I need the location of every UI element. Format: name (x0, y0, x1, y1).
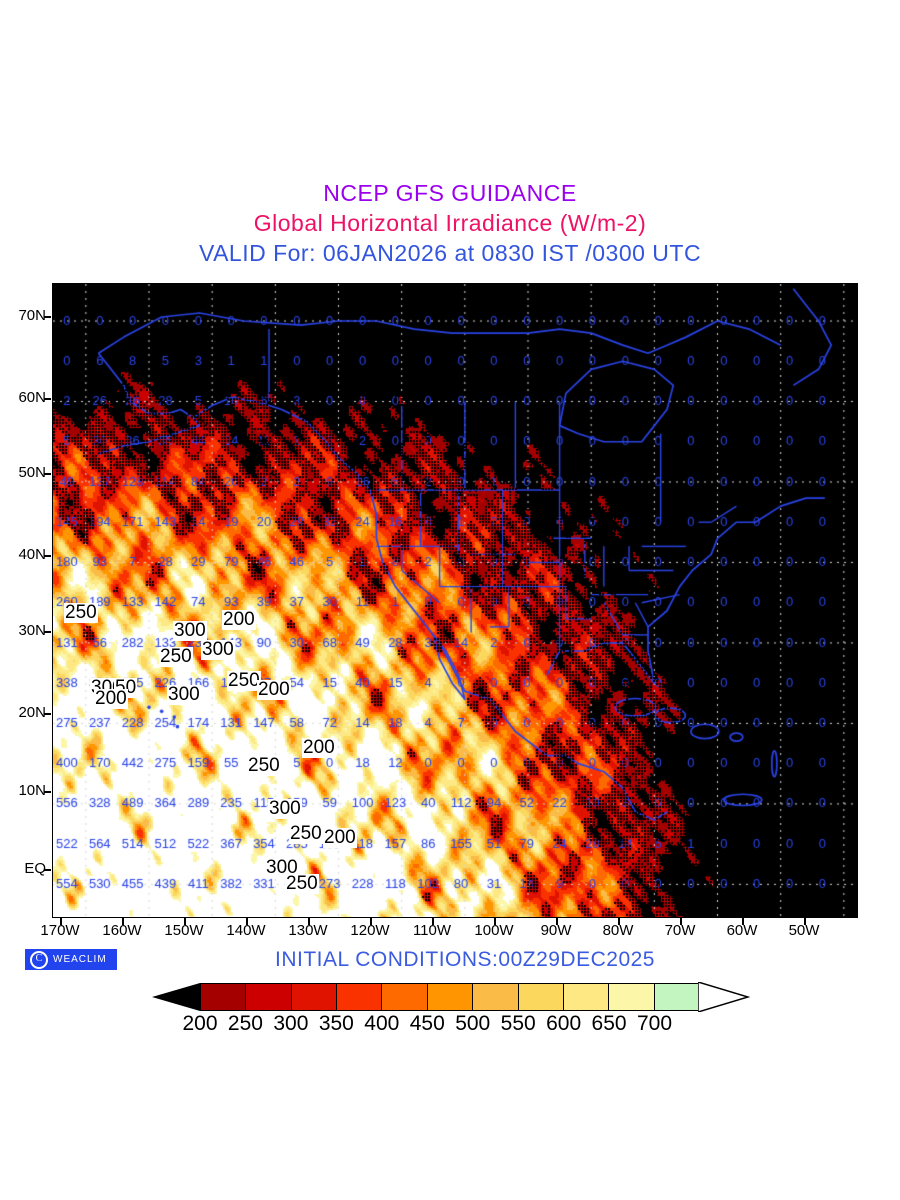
colorbar-tick-250: 250 (227, 1012, 263, 1035)
x-axis-label-80w: 80W (602, 922, 634, 939)
colorbar-tick-700: 700 (637, 1012, 673, 1035)
y-axis-label-40n: 40N (18, 546, 46, 563)
y-axis-tick (44, 869, 51, 871)
x-axis-label-90w: 90W (540, 922, 572, 939)
contour-label: 300 (173, 620, 207, 641)
x-axis-tick (804, 918, 806, 925)
y-axis-tick (44, 791, 51, 793)
title-line-variable: Global Horizontal Irradiance (W/m-2) (253, 210, 647, 236)
colorbar-cell-650 (609, 984, 655, 1010)
x-axis-tick (556, 918, 558, 925)
colorbar-tick-400: 400 (364, 1012, 400, 1035)
x-axis-tick (122, 918, 124, 925)
contour-label: 300 (167, 684, 201, 705)
x-axis-tick (618, 918, 620, 925)
y-axis-tick (44, 398, 51, 400)
contour-label: 250 (159, 646, 193, 667)
colorbar-over-arrow (698, 982, 750, 1012)
x-axis-tick (370, 918, 372, 925)
colorbar-cell-300 (291, 984, 338, 1010)
x-axis-label-110w: 110W (412, 922, 452, 939)
y-axis-tick (44, 555, 51, 557)
contour-label: 200 (94, 688, 128, 709)
chart-title-block: NCEP GFS GUIDANCE Global Horizontal Irra… (0, 180, 900, 267)
contour-label: 250 (285, 873, 319, 894)
colorbar-cell-600 (563, 984, 610, 1010)
colorbar-cell-700 (654, 984, 699, 1010)
colorbar-cell-200 (201, 984, 247, 1010)
weaclim-logo-badge: C WEACLIM (25, 949, 117, 970)
contour-label: 250 (289, 823, 323, 844)
weaclim-label: WEACLIM (53, 954, 107, 965)
x-axis-label-100w: 100W (474, 922, 514, 939)
y-axis-label-70n: 70N (18, 307, 46, 324)
x-axis-tick (494, 918, 496, 925)
contour-label: 300 (265, 857, 299, 878)
title-line-valid-time: VALID For: 06JAN2026 at 0830 IST /0300 U… (198, 240, 702, 266)
y-axis-tick (44, 316, 51, 318)
contour-label: 250 (64, 602, 98, 623)
x-axis-tick (246, 918, 248, 925)
contour-label: 200 (257, 679, 291, 700)
x-axis-label-170w: 170W (40, 922, 80, 939)
colorbar-cell-350 (337, 984, 383, 1010)
contour-label: 200 (323, 827, 357, 848)
map-plot-area: 200 300 300 250 250 200 250 300 300 50 200 200 250 30… (52, 283, 858, 918)
y-axis-tick (44, 473, 51, 475)
colorbar-cell-250 (246, 984, 292, 1010)
x-axis-tick (432, 918, 434, 925)
colorbar-cell-400 (382, 984, 428, 1010)
y-axis-label-60n: 60N (18, 389, 46, 406)
contour-label: 250 (247, 755, 281, 776)
x-axis-label-160w: 160W (102, 922, 142, 939)
contour-label: 200 (302, 737, 336, 758)
colorbar-tick-300: 300 (273, 1012, 309, 1035)
colorbar-legend: 200 250 300 350 400 450 500 550 600 650 700 (0, 982, 900, 1036)
x-axis-label-50w: 50W (788, 922, 820, 939)
x-axis-tick (680, 918, 682, 925)
colorbar-tick-550: 550 (500, 1012, 536, 1035)
x-axis-tick (742, 918, 744, 925)
contour-label: 300 (201, 639, 235, 660)
x-axis-tick (60, 918, 62, 925)
colorbar-tick-650: 650 (591, 1012, 627, 1035)
x-axis-label-60w: 60W (726, 922, 758, 939)
colorbar-tick-450: 450 (409, 1012, 445, 1035)
colorbar-cell-450 (427, 984, 474, 1010)
colorbar-tick-350: 350 (318, 1012, 354, 1035)
colorbar-tick-200: 200 (182, 1012, 218, 1035)
y-axis-label-10n: 10N (18, 782, 46, 799)
colorbar-cell-550 (518, 984, 564, 1010)
title-line-guidance: NCEP GFS GUIDANCE (323, 180, 577, 206)
colorbar-tick-600: 600 (546, 1012, 582, 1035)
colorbar-tick-labels: 200 250 300 350 400 450 500 550 600 650 700 (170, 1012, 730, 1036)
x-axis-label-130w: 130W (288, 922, 328, 939)
irradiance-heatmap-canvas (53, 284, 857, 917)
x-axis-label-120w: 120W (350, 922, 390, 939)
copyright-icon: C (30, 950, 48, 969)
x-axis-tick (184, 918, 186, 925)
y-axis-tick (44, 713, 51, 715)
x-axis-tick (308, 918, 310, 925)
y-axis-label-20n: 20N (18, 704, 46, 721)
contour-label: 300 (268, 798, 302, 819)
colorbar-tick-500: 500 (455, 1012, 491, 1035)
colorbar-cells (200, 983, 700, 1011)
contour-label: 250 (227, 670, 261, 691)
x-axis-label-70w: 70W (664, 922, 696, 939)
x-axis-label-150w: 150W (164, 922, 204, 939)
contour-label: 200 (222, 609, 256, 630)
y-axis-label-30n: 30N (18, 622, 46, 639)
colorbar-under-arrow (152, 983, 200, 1011)
y-axis-label-eq: EQ (24, 860, 46, 877)
x-axis-label-140w: 140W (226, 922, 266, 939)
y-axis-tick (44, 631, 51, 633)
initial-conditions-text: INITIAL CONDITIONS:00Z29DEC2025 (274, 948, 655, 971)
colorbar-cell-500 (473, 984, 519, 1010)
y-axis-label-50n: 50N (18, 464, 46, 481)
